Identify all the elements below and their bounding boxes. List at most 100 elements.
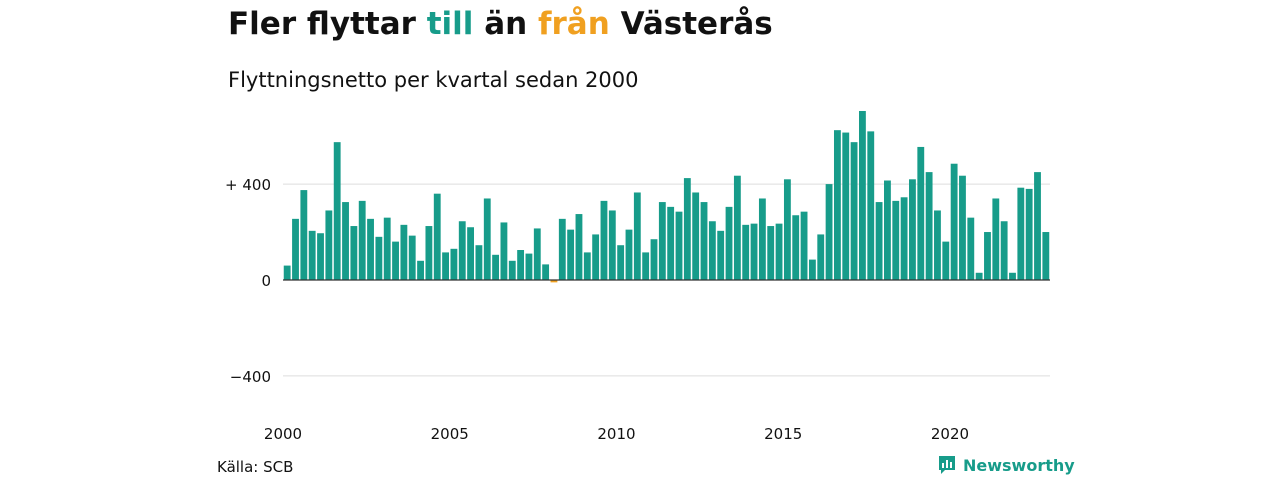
bar — [792, 215, 800, 280]
bar — [317, 233, 324, 280]
bar — [917, 146, 925, 280]
bar — [984, 232, 991, 280]
bar — [558, 218, 566, 280]
bar — [750, 223, 758, 280]
bar — [950, 163, 958, 280]
bar — [725, 206, 733, 280]
source-note: Källa: SCB — [217, 458, 294, 476]
bar — [392, 241, 399, 280]
x-tick-label: 2015 — [764, 425, 802, 443]
y-tick-label: 0 — [261, 272, 271, 290]
bar — [658, 202, 666, 280]
axes: + 400 0 −400 2000 2005 2010 2015 2020 — [225, 176, 1050, 443]
bar — [492, 254, 500, 280]
bar — [1042, 232, 1050, 280]
bar — [467, 227, 474, 280]
bar — [450, 248, 458, 280]
bar — [458, 221, 466, 280]
chart-title: Fler flyttar till än från Västerås — [228, 6, 773, 42]
bar — [1000, 221, 1008, 280]
bar — [842, 132, 850, 280]
bar — [283, 265, 291, 280]
bars — [283, 110, 1050, 283]
bar — [617, 245, 625, 280]
bar — [525, 253, 533, 280]
bar — [925, 172, 933, 280]
bar — [433, 193, 441, 280]
bar — [783, 179, 791, 280]
bar — [567, 229, 575, 280]
bar — [833, 130, 841, 280]
bar — [817, 234, 825, 280]
bar — [675, 211, 683, 280]
bar — [333, 142, 341, 280]
bar — [508, 260, 516, 280]
bar — [358, 200, 366, 280]
title-part-till: till — [426, 6, 474, 42]
bar — [959, 175, 966, 280]
bar — [292, 218, 299, 280]
bar — [1034, 172, 1041, 280]
bar — [934, 210, 941, 280]
x-tick-label: 2005 — [431, 425, 469, 443]
bar — [625, 229, 633, 280]
bar — [800, 211, 808, 280]
bar — [875, 202, 883, 280]
bar — [859, 110, 866, 280]
x-tick-label: 2000 — [264, 425, 302, 443]
bar — [1017, 187, 1025, 280]
bar — [400, 224, 408, 280]
bar — [608, 210, 616, 280]
bar — [300, 190, 308, 280]
bar — [500, 222, 508, 280]
bar — [533, 228, 541, 280]
bar — [600, 200, 608, 280]
bar — [667, 206, 675, 280]
bar — [350, 226, 358, 280]
bar — [475, 245, 483, 280]
newsworthy-logo-icon — [939, 456, 955, 474]
title-part-3: än — [473, 6, 539, 42]
bar — [342, 202, 349, 280]
bar — [967, 217, 975, 280]
bar — [442, 252, 449, 280]
bar — [1009, 272, 1016, 280]
bar — [708, 221, 716, 280]
bar — [633, 192, 641, 280]
bar — [483, 198, 491, 280]
bar — [975, 272, 983, 280]
y-tick-label: + 400 — [225, 176, 271, 194]
bar — [325, 210, 333, 280]
bar — [850, 142, 858, 280]
bar — [742, 224, 750, 280]
bar — [517, 250, 525, 280]
bar — [550, 279, 558, 283]
bar — [892, 200, 900, 280]
bar — [408, 235, 416, 280]
bar — [884, 180, 891, 280]
x-tick-label: 2020 — [931, 425, 969, 443]
bar — [867, 131, 875, 280]
bar — [583, 252, 591, 280]
bar — [575, 214, 583, 280]
bar — [767, 226, 775, 280]
bar — [375, 236, 383, 280]
bar — [942, 241, 950, 280]
bar — [367, 218, 374, 280]
bar — [700, 202, 708, 280]
bar — [650, 239, 658, 280]
bar — [308, 230, 316, 280]
bar — [992, 198, 1000, 280]
bar — [417, 260, 424, 280]
title-part-1: Fler flyttar — [228, 6, 427, 42]
bar — [383, 217, 391, 280]
bar — [733, 175, 741, 280]
bar — [758, 198, 766, 280]
bar — [900, 197, 908, 280]
bar — [425, 226, 433, 280]
bar — [775, 223, 783, 280]
title-part-5: Västerås — [609, 6, 773, 42]
brand-logo: Newsworthy — [937, 454, 1075, 476]
brand-name: Newsworthy — [963, 455, 1075, 475]
